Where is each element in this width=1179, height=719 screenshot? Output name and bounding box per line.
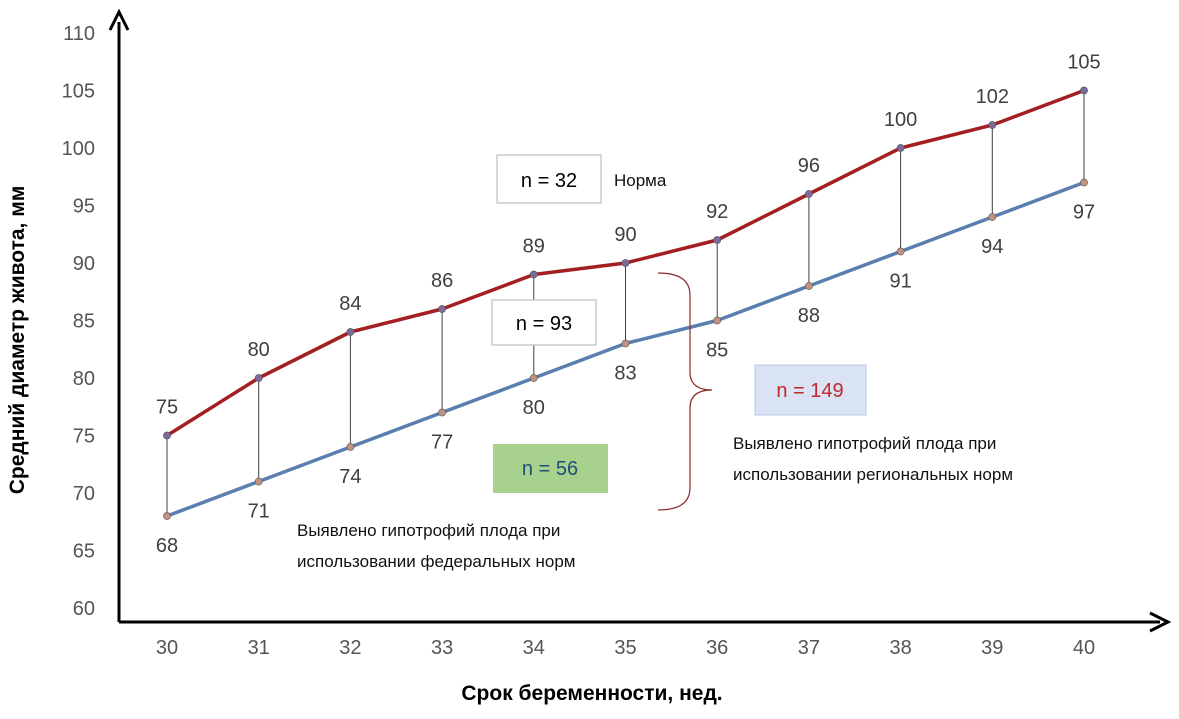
norm-count: n = 32 [521, 170, 577, 192]
upper-point [163, 431, 171, 440]
regional-count-box [754, 364, 867, 416]
lower-point [254, 477, 263, 486]
upper-data-label: 84 [339, 293, 361, 315]
mid-box [491, 299, 597, 346]
upper-data-label: 102 [976, 86, 1009, 108]
lower-data-label: 94 [981, 236, 1003, 258]
mid-count: n = 93 [516, 313, 572, 335]
lower-data-label: 80 [523, 397, 545, 419]
lower-data-label: 71 [248, 501, 270, 523]
brace [657, 272, 713, 511]
norm-label: Норма [614, 171, 667, 190]
norm-box [496, 154, 602, 204]
y-axis-title: Средний диаметр живота, мм [6, 186, 29, 495]
upper-point [896, 144, 905, 152]
y-tick-label: 100 [62, 138, 95, 160]
upper-point [254, 374, 263, 382]
x-tick-label: 38 [889, 637, 911, 659]
x-axis-title: Срок беременности, нед. [461, 682, 722, 705]
lower-point [163, 512, 171, 520]
lower-point [713, 316, 722, 325]
x-tick-label: 39 [981, 637, 1003, 659]
y-axis-arrow [108, 8, 130, 31]
upper-point [529, 270, 538, 279]
x-tick-label: 37 [798, 637, 820, 659]
y-tick-label: 70 [73, 483, 95, 505]
upper-data-label: 80 [248, 339, 270, 361]
x-axis-arrow [1149, 611, 1172, 633]
lower-point [805, 282, 813, 290]
upper-data-label: 75 [156, 397, 178, 419]
upper-point [621, 259, 630, 267]
x-tick-label: 33 [431, 637, 453, 659]
y-tick-label: 95 [73, 196, 95, 218]
lower-data-label: 77 [431, 432, 453, 454]
y-tick-label: 105 [62, 81, 95, 103]
lower-point [438, 408, 446, 417]
x-tick-label: 30 [156, 637, 178, 659]
upper-data-label: 89 [523, 236, 545, 258]
lower-point [621, 339, 630, 348]
y-tick-label: 80 [73, 368, 95, 390]
upper-data-label: 105 [1067, 52, 1100, 74]
regional-count: n = 149 [776, 380, 843, 402]
y-tick-label: 65 [73, 541, 95, 563]
y-tick-label: 60 [73, 598, 95, 620]
lower-data-label: 88 [798, 305, 820, 327]
upper-data-label: 96 [798, 155, 820, 177]
upper-point [346, 328, 355, 336]
regional-text-line2: использовании региональных норм [733, 465, 1013, 484]
x-tick-label: 34 [523, 637, 545, 659]
lower-data-label: 74 [339, 466, 361, 488]
upper-point [1080, 86, 1088, 95]
y-tick-label: 90 [73, 253, 95, 275]
federal-count: n = 56 [522, 458, 578, 480]
y-tick-label: 75 [73, 426, 95, 448]
regional-text-line1: Выявлено гипотрофий плода при [733, 434, 996, 453]
y-tick-label: 85 [73, 311, 95, 333]
x-tick-label: 32 [339, 637, 361, 659]
upper-point [438, 305, 446, 313]
lower-data-label: 85 [706, 340, 728, 362]
lower-point [346, 443, 355, 451]
upper-point [988, 121, 997, 129]
lower-data-label: 83 [614, 363, 636, 385]
lower-point [988, 213, 997, 221]
lower-point [529, 374, 538, 382]
y-tick-label: 110 [63, 23, 95, 45]
x-tick-label: 35 [614, 637, 636, 659]
x-tick-label: 36 [706, 637, 728, 659]
x-tick-label: 31 [248, 637, 270, 659]
lower-data-label: 97 [1073, 202, 1095, 224]
lower-data-label: 91 [889, 271, 911, 293]
lower-point [896, 247, 905, 256]
upper-data-label: 100 [884, 109, 917, 131]
upper-data-label: 92 [706, 201, 728, 223]
upper-data-label: 86 [431, 270, 453, 292]
upper-point [713, 236, 722, 244]
upper-data-label: 90 [614, 224, 636, 246]
federal-count-box [493, 444, 608, 493]
lower-data-label: 68 [156, 535, 178, 557]
federal-text-line1: Выявлено гипотрофий плода при [297, 521, 560, 540]
federal-text-line2: использовании федеральных норм [297, 552, 575, 571]
x-tick-label: 40 [1073, 637, 1095, 659]
upper-point [805, 190, 813, 198]
lower-point [1080, 178, 1088, 187]
